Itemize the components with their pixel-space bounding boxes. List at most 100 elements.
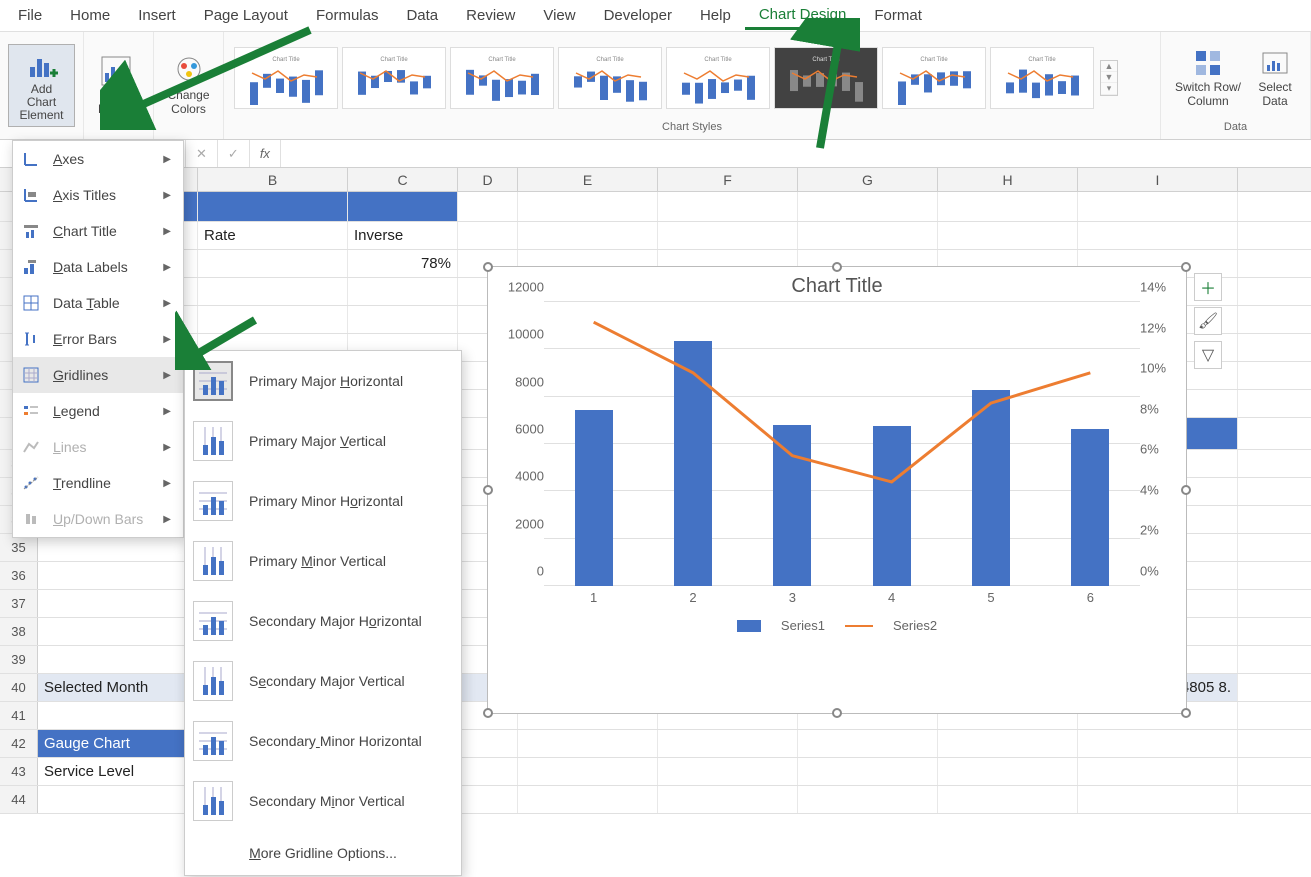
menu-page-layout[interactable]: Page Layout: [190, 3, 302, 28]
menu-view[interactable]: View: [529, 3, 589, 28]
row-header[interactable]: 36: [0, 562, 38, 589]
menu-data[interactable]: Data: [392, 3, 452, 28]
cell[interactable]: [38, 646, 198, 673]
row-header[interactable]: 35: [0, 534, 38, 561]
row-header[interactable]: 43: [0, 758, 38, 785]
more-gridline-options[interactable]: More Gridline Options...: [185, 831, 461, 875]
cell[interactable]: [198, 250, 348, 277]
cell[interactable]: [938, 730, 1078, 757]
menu-format[interactable]: Format: [860, 3, 936, 28]
styles-scroll[interactable]: ▲▼▾: [1100, 60, 1118, 96]
cell[interactable]: Selected Month: [38, 674, 198, 701]
cell[interactable]: [658, 730, 798, 757]
chart-style-7[interactable]: Chart Title: [882, 47, 986, 109]
menu-item-axis-titles[interactable]: Axis Titles▶: [13, 177, 183, 213]
quick-layout-button[interactable]: Quick Layout: [92, 51, 140, 119]
row-header[interactable]: 38: [0, 618, 38, 645]
cell[interactable]: [1078, 786, 1238, 813]
cell[interactable]: Rate: [198, 222, 348, 249]
cell[interactable]: [458, 758, 518, 785]
cell[interactable]: [658, 786, 798, 813]
col-header-F[interactable]: F: [658, 168, 798, 191]
cell[interactable]: [458, 730, 518, 757]
menu-home[interactable]: Home: [56, 3, 124, 28]
x-axis-labels[interactable]: 123456: [544, 590, 1140, 612]
chart-title[interactable]: Chart Title: [488, 267, 1186, 302]
cell[interactable]: [458, 192, 518, 221]
cell[interactable]: [1078, 222, 1238, 249]
chart-legend[interactable]: Series1 Series2: [488, 612, 1186, 643]
row-header[interactable]: 37: [0, 590, 38, 617]
chart-style-3[interactable]: Chart Title: [450, 47, 554, 109]
gridlines-primary-major-vertical[interactable]: Primary Major Vertical: [185, 411, 461, 471]
menu-item-gridlines[interactable]: Gridlines▶: [13, 357, 183, 393]
cancel-icon[interactable]: ✕: [186, 140, 218, 167]
chart-style-5[interactable]: Chart Title: [666, 47, 770, 109]
col-header-B[interactable]: B: [198, 168, 348, 191]
chart-style-6[interactable]: Chart Title: [774, 47, 878, 109]
cell[interactable]: [348, 278, 458, 305]
enter-icon[interactable]: ✓: [218, 140, 250, 167]
row-header[interactable]: 42: [0, 730, 38, 757]
row-header[interactable]: 41: [0, 702, 38, 729]
chart-styles-button[interactable]: 🖌: [1194, 307, 1222, 335]
menu-item-axes[interactable]: Axes▶: [13, 141, 183, 177]
row-header[interactable]: 39: [0, 646, 38, 673]
menu-insert[interactable]: Insert: [124, 3, 190, 28]
cell[interactable]: [658, 222, 798, 249]
menu-item-data-labels[interactable]: Data Labels▶: [13, 249, 183, 285]
col-header-I[interactable]: I: [1078, 168, 1238, 191]
col-header-E[interactable]: E: [518, 168, 658, 191]
y-axis-right[interactable]: 0%2%4%6%8%10%12%14%: [1136, 302, 1186, 586]
cell[interactable]: [458, 222, 518, 249]
cell[interactable]: [658, 758, 798, 785]
gridlines-primary-major-horizontal[interactable]: Primary Major Horizontal: [185, 351, 461, 411]
chart-elements-button[interactable]: ＋: [1194, 273, 1222, 301]
col-header-G[interactable]: G: [798, 168, 938, 191]
col-header-C[interactable]: C: [348, 168, 458, 191]
cell[interactable]: Gauge Chart: [38, 730, 198, 757]
cell[interactable]: [798, 786, 938, 813]
gridlines-secondary-major-vertical[interactable]: Secondary Major Vertical: [185, 651, 461, 711]
cell[interactable]: Inverse: [348, 222, 458, 249]
cell[interactable]: [38, 562, 198, 589]
chart-style-2[interactable]: Chart Title: [342, 47, 446, 109]
cell[interactable]: [348, 192, 458, 221]
fx-icon[interactable]: fx: [250, 140, 281, 167]
chart-style-8[interactable]: Chart Title: [990, 47, 1094, 109]
gridlines-secondary-minor-horizontal[interactable]: Secondary Minor Horizontal: [185, 711, 461, 771]
cell[interactable]: [518, 192, 658, 221]
gridlines-primary-minor-vertical[interactable]: Primary Minor Vertical: [185, 531, 461, 591]
cell[interactable]: [938, 758, 1078, 785]
row-header[interactable]: 44: [0, 786, 38, 813]
cell[interactable]: [518, 222, 658, 249]
cell[interactable]: [38, 786, 198, 813]
menu-file[interactable]: File: [4, 3, 56, 28]
menu-chart-design[interactable]: Chart Design: [745, 2, 861, 30]
cell[interactable]: [518, 730, 658, 757]
cell[interactable]: [518, 758, 658, 785]
change-colors-button[interactable]: Change Colors: [162, 51, 215, 119]
cell[interactable]: [938, 786, 1078, 813]
menu-item-legend[interactable]: Legend▶: [13, 393, 183, 429]
add-chart-element-button[interactable]: Add Chart Element: [8, 44, 75, 128]
chart-style-4[interactable]: Chart Title: [558, 47, 662, 109]
cell[interactable]: [798, 192, 938, 221]
cell[interactable]: [38, 618, 198, 645]
gridlines-secondary-minor-vertical[interactable]: Secondary Minor Vertical: [185, 771, 461, 831]
cell[interactable]: 78%: [348, 250, 458, 277]
y-axis-left[interactable]: 020004000600080001000012000: [494, 302, 544, 586]
cell[interactable]: [348, 306, 458, 333]
cell[interactable]: [1078, 758, 1238, 785]
chart-filters-button[interactable]: ▽: [1194, 341, 1222, 369]
cell[interactable]: [798, 730, 938, 757]
menu-item-chart-title[interactable]: Chart Title▶: [13, 213, 183, 249]
cell[interactable]: [798, 222, 938, 249]
menu-developer[interactable]: Developer: [590, 3, 686, 28]
cell[interactable]: [198, 192, 348, 221]
chart-plot-area[interactable]: 020004000600080001000012000 0%2%4%6%8%10…: [544, 302, 1140, 612]
cell[interactable]: [38, 590, 198, 617]
cell[interactable]: Service Level: [38, 758, 198, 785]
cell[interactable]: [1078, 730, 1238, 757]
row-header[interactable]: 40: [0, 674, 38, 701]
